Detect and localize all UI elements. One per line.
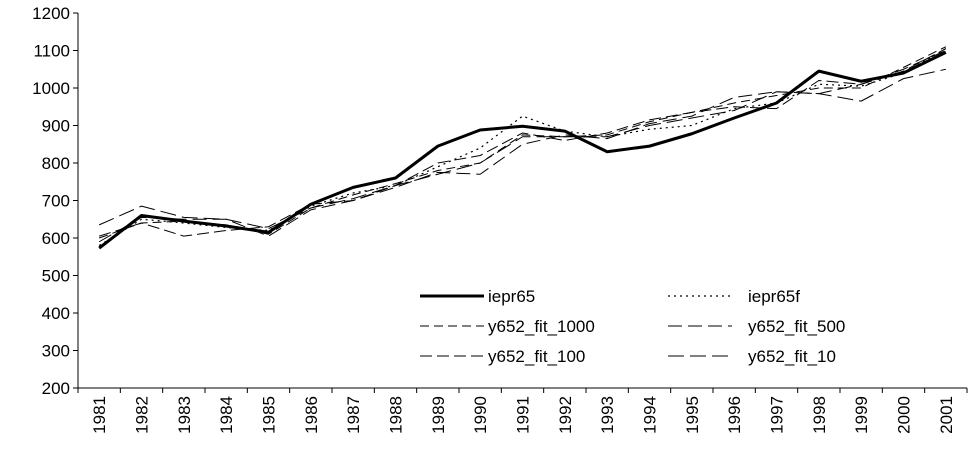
legend-label: y652_fit_10 xyxy=(748,347,836,366)
y-tick-label: 1200 xyxy=(32,4,70,23)
x-tick-label: 1991 xyxy=(514,396,533,434)
series-line xyxy=(98,46,947,239)
x-tick-label: 1998 xyxy=(810,396,829,434)
y-tick-label: 500 xyxy=(42,267,70,286)
y-tick-label: 900 xyxy=(42,117,70,136)
y-tick-label: 1000 xyxy=(32,79,70,98)
x-tick-label: 1990 xyxy=(471,396,490,434)
legend-label: iepr65f xyxy=(748,287,800,306)
x-tick-label: 1982 xyxy=(133,396,152,434)
series-line xyxy=(99,48,947,237)
x-tick-label: 1997 xyxy=(768,396,787,434)
y-tick-label: 600 xyxy=(42,229,70,248)
x-tick-label: 1993 xyxy=(598,396,617,434)
y-tick-label: 1100 xyxy=(33,42,70,61)
legend-label: iepr65 xyxy=(488,287,535,306)
x-tick-label: 1987 xyxy=(344,396,363,434)
x-tick-label: 1981 xyxy=(90,396,109,434)
x-tick-label: 1989 xyxy=(429,396,448,434)
y-tick-label: 800 xyxy=(42,154,70,173)
x-tick-label: 1999 xyxy=(852,396,871,434)
x-tick-label: 1988 xyxy=(387,396,406,434)
y-tick-label: 400 xyxy=(42,304,70,323)
series-line xyxy=(98,68,946,230)
series-line xyxy=(98,50,947,243)
x-tick-label: 2000 xyxy=(895,396,914,434)
x-tick-label: 1985 xyxy=(260,396,279,434)
x-tick-label: 1992 xyxy=(556,396,575,434)
y-tick-label: 200 xyxy=(42,379,70,398)
y-tick-label: 300 xyxy=(42,342,70,361)
x-tick-label: 2001 xyxy=(937,396,956,434)
x-tick-label: 1986 xyxy=(302,396,321,434)
y-tick-label: 700 xyxy=(42,192,70,211)
x-tick-label: 1995 xyxy=(683,396,702,434)
legend-label: y652_fit_1000 xyxy=(488,317,595,336)
legend-label: y652_fit_500 xyxy=(748,317,845,336)
x-tick-label: 1996 xyxy=(725,396,744,434)
x-tick-label: 1983 xyxy=(175,396,194,434)
x-tick-label: 1994 xyxy=(641,396,660,434)
legend-label: y652_fit_100 xyxy=(488,347,585,366)
series-line xyxy=(98,48,947,247)
x-tick-label: 1984 xyxy=(217,396,236,434)
